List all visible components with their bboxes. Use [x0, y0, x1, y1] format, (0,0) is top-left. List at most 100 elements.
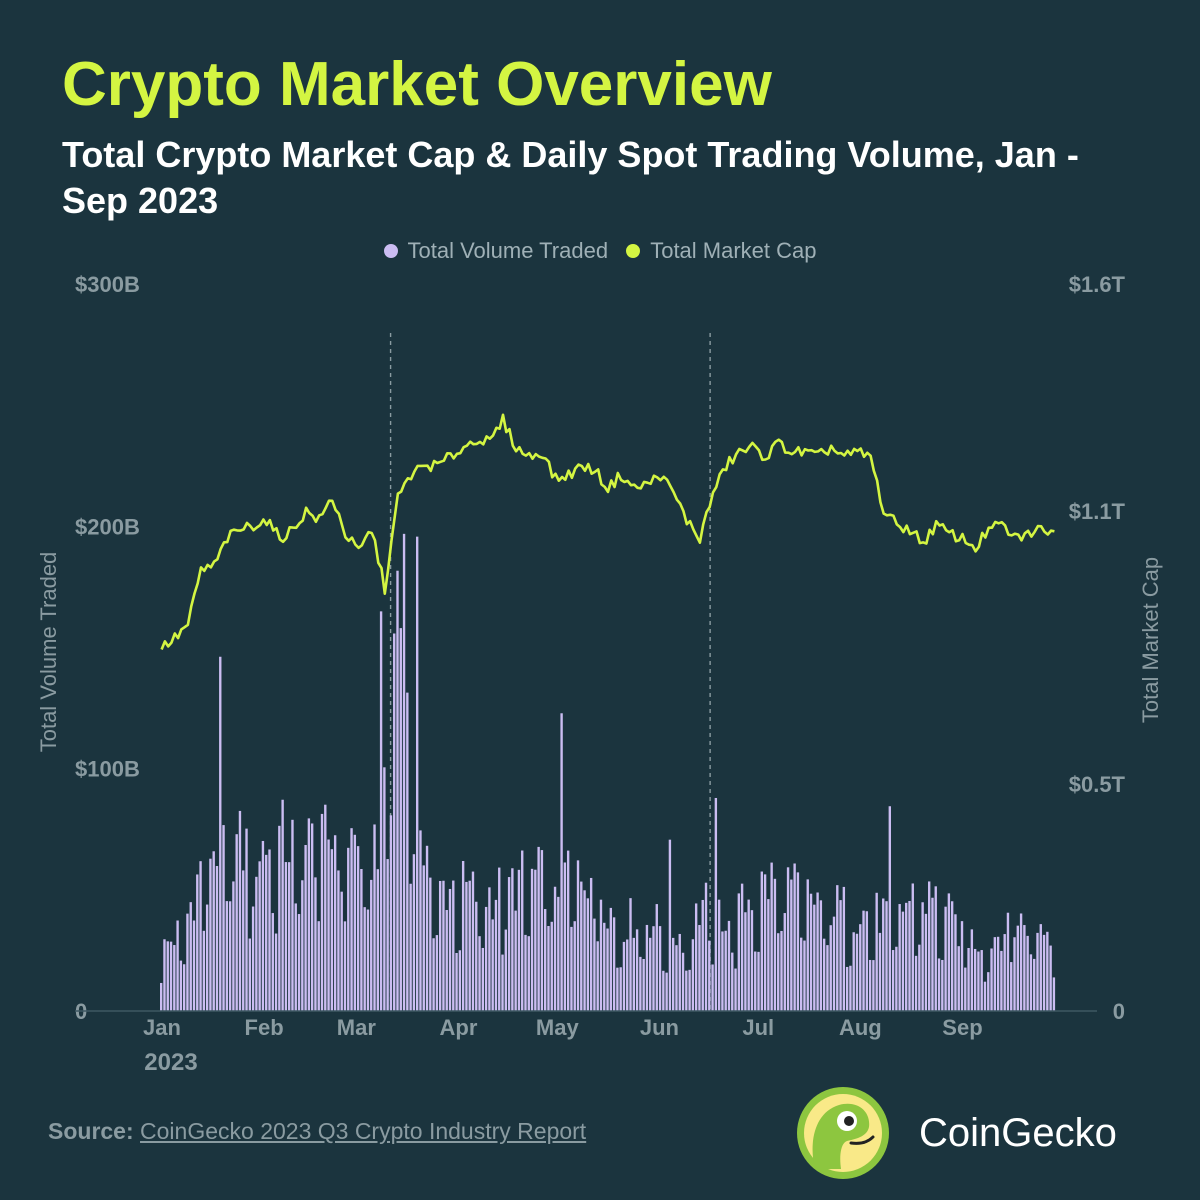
volume-bar: [750, 910, 754, 1011]
volume-bar: [514, 910, 517, 1011]
volume-bar: [996, 936, 1000, 1011]
legend-item-volume[interactable]: Total Volume Traded: [383, 238, 608, 264]
volume-bar: [616, 967, 619, 1011]
volume-bar: [928, 881, 931, 1011]
volume-bar: [878, 932, 882, 1011]
right-axis-title: Total Market Cap: [1138, 557, 1163, 723]
legend-cap-label: Total Market Cap: [650, 238, 817, 263]
volume-bar: [209, 858, 212, 1011]
volume-bar: [901, 911, 905, 1011]
volume-bar: [199, 861, 202, 1011]
source-link[interactable]: CoinGecko 2023 Q3 Crypto Industry Report: [140, 1118, 587, 1144]
volume-bar: [278, 825, 281, 1011]
volume-bar: [268, 849, 271, 1011]
volume-bar: [649, 937, 652, 1011]
volume-bar: [721, 931, 724, 1011]
volume-bar: [586, 898, 590, 1011]
volume-bar: [370, 879, 373, 1011]
volume-bar: [166, 941, 169, 1011]
volume-bar: [376, 869, 379, 1011]
volume-bar: [983, 981, 987, 1011]
volume-bar: [291, 819, 294, 1011]
volume-bar: [471, 871, 475, 1011]
volume-bar: [396, 570, 399, 1011]
volume-bar: [537, 846, 540, 1011]
volume-bar: [724, 930, 727, 1011]
volume-bar: [990, 948, 993, 1011]
volume-bar: [780, 930, 783, 1011]
volume-bar: [294, 903, 297, 1011]
volume-bar: [908, 900, 911, 1011]
volume-bar: [192, 920, 196, 1011]
volume-bar: [160, 982, 163, 1011]
volume-bar: [947, 893, 951, 1011]
volume-bar: [570, 926, 573, 1011]
volume-bar: [822, 938, 826, 1011]
volume-bar: [356, 846, 360, 1011]
coingecko-logo-icon: [797, 1087, 889, 1179]
volume-bar: [760, 871, 763, 1011]
volume-bar: [829, 925, 832, 1011]
volume-bar: [527, 936, 530, 1011]
source-label: Source:: [48, 1118, 134, 1144]
volume-bar: [212, 851, 215, 1011]
volume-bar: [314, 877, 317, 1011]
volume-bar: [235, 834, 238, 1011]
legend-item-cap[interactable]: Total Market Cap: [626, 238, 817, 264]
volume-bar: [701, 899, 704, 1011]
chart-legend: Total Volume Traded Total Market Cap: [0, 238, 1200, 264]
legend-cap-swatch: [626, 244, 641, 258]
volume-bar: [228, 901, 232, 1011]
volume-bar: [826, 945, 829, 1011]
volume-bar: [422, 865, 425, 1011]
volume-bar: [655, 904, 658, 1011]
volume-bar: [744, 912, 747, 1011]
volume-bar: [770, 862, 773, 1011]
volume-bar: [455, 952, 458, 1011]
volume-bar: [652, 926, 655, 1011]
x-axis-tick-label: Jul: [742, 1015, 774, 1040]
volume-bar: [438, 880, 442, 1011]
volume-bar: [816, 892, 819, 1011]
volume-bar: [905, 902, 908, 1011]
volume-bar: [560, 713, 563, 1011]
volume-bar: [993, 937, 997, 1011]
volume-bar: [842, 886, 846, 1011]
volume-bar: [1006, 912, 1010, 1011]
volume-bar: [360, 869, 363, 1011]
volume-bar: [580, 881, 583, 1011]
volume-bar: [691, 939, 695, 1011]
volume-bar: [169, 941, 173, 1011]
volume-bar: [1029, 954, 1033, 1011]
volume-bar: [639, 956, 642, 1011]
volume-bar: [783, 913, 786, 1011]
volume-bar: [442, 880, 445, 1011]
volume-bar: [297, 914, 301, 1011]
volume-bar: [330, 849, 334, 1011]
volume-bar: [222, 825, 225, 1011]
volume-bar: [494, 899, 498, 1011]
x-axis-tick-label: Aug: [839, 1015, 882, 1040]
volume-bar: [553, 886, 557, 1011]
volume-bar: [731, 952, 734, 1011]
volume-bar: [1023, 925, 1026, 1011]
volume-bar: [196, 874, 199, 1011]
volume-bar: [402, 533, 406, 1011]
brand: CoinGecko: [795, 1085, 1117, 1181]
volume-bar: [265, 854, 268, 1011]
volume-bar: [448, 888, 452, 1011]
volume-bar: [429, 877, 432, 1011]
volume-bar: [786, 867, 790, 1011]
volume-bar: [419, 830, 422, 1011]
volume-bar: [967, 948, 970, 1011]
volume-bar: [320, 813, 324, 1011]
volume-bar: [583, 890, 586, 1011]
volume-bar: [310, 823, 314, 1011]
volume-bar: [767, 899, 770, 1011]
market-cap-line: [160, 413, 1055, 650]
volume-bar: [918, 944, 921, 1011]
volume-bar: [813, 904, 816, 1011]
volume-bar: [668, 839, 672, 1011]
volume-bar: [304, 844, 307, 1011]
